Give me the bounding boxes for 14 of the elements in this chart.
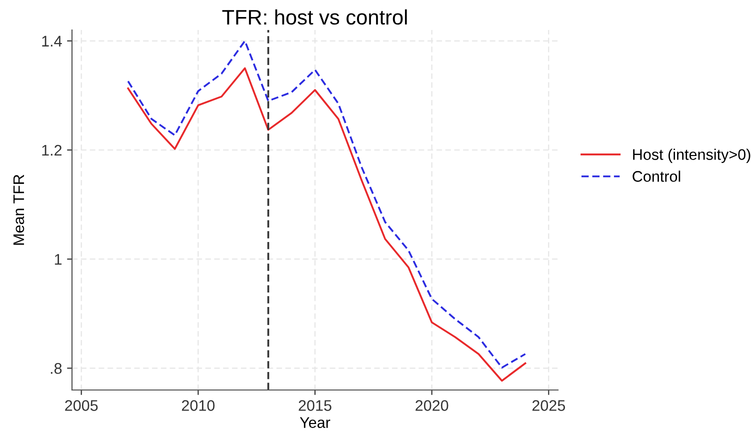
x-tick-label: 2010 — [182, 400, 215, 411]
x-axis-title: Year — [300, 417, 330, 428]
x-tick-label: 2020 — [416, 400, 448, 411]
x-tick-label: 2025 — [532, 400, 566, 411]
y-tick-label: 1.2 — [42, 144, 62, 156]
legend-label: Host (intensity>0) — [633, 148, 750, 163]
y-tick-label: 1 — [54, 254, 62, 265]
y-tick-label: 1.4 — [42, 36, 62, 46]
x-tick-label: 2005 — [65, 400, 98, 411]
y-axis-title: Mean TFR — [13, 174, 24, 245]
x-tick-label: 2015 — [298, 400, 332, 411]
legend-label: Control — [632, 170, 680, 182]
chart-title: TFR: host vs control — [222, 9, 407, 25]
y-tick-label: .8 — [50, 363, 62, 374]
